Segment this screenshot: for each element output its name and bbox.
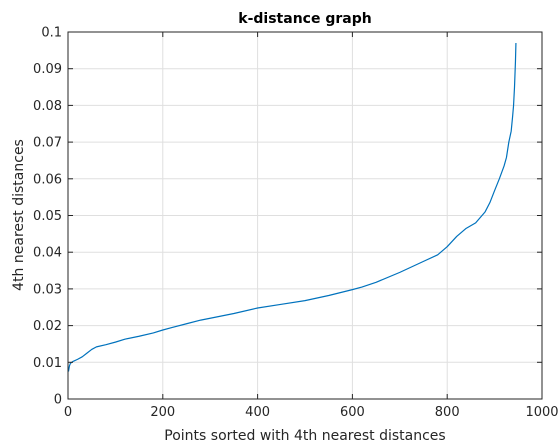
y-tick-label: 0.08	[33, 99, 62, 114]
y-tick-label: 0.03	[33, 282, 62, 297]
y-tick-labels: 0 0.01 0.02 0.03 0.04 0.05 0.06 0.07 0.08 0.09 0.1	[33, 26, 62, 408]
x-tick-label: 0	[64, 405, 72, 420]
y-tick-label: 0.09	[33, 62, 62, 77]
grid-lines	[68, 32, 542, 399]
series-layer	[67, 42, 517, 372]
chart-title: k-distance graph	[238, 11, 371, 27]
y-axis-label: 4th nearest distances	[11, 139, 27, 291]
y-tick-label: 0.06	[33, 172, 62, 187]
tick-marks	[67, 31, 543, 400]
y-tick-label: 0.01	[33, 356, 62, 371]
y-tick-label: 0.07	[33, 136, 62, 151]
x-axis-label: Points sorted with 4th nearest distances	[164, 428, 445, 444]
x-tick-label: 400	[245, 405, 270, 420]
x-tick-label: 800	[435, 405, 460, 420]
y-tick-label: 0	[54, 393, 62, 408]
x-tick-label: 600	[340, 405, 365, 420]
series-line	[67, 42, 517, 372]
y-tick-label: 0.02	[33, 319, 62, 334]
x-tick-labels: 0 200 400 600 800 1000	[64, 405, 559, 420]
y-tick-label: 0.05	[33, 209, 62, 224]
y-tick-label: 0.04	[33, 246, 62, 261]
x-tick-label: 1000	[525, 405, 558, 420]
y-tick-label: 0.1	[41, 26, 62, 41]
x-tick-label: 200	[150, 405, 175, 420]
